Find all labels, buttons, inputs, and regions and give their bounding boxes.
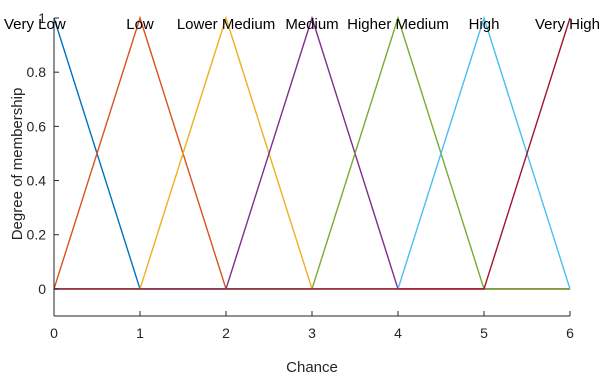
y-tick-label: 0.6 <box>27 118 47 134</box>
membership-label-3: Medium <box>285 16 338 33</box>
y-tick-label: 0.8 <box>27 64 47 80</box>
membership-label-4: Higher Medium <box>347 16 449 33</box>
membership-label-5: High <box>469 16 500 33</box>
x-tick-label: 6 <box>566 325 574 341</box>
ticks-layer: 0 1 2 3 4 5 6 0 0.2 0.4 0.6 0.8 1 <box>27 10 575 341</box>
y-tick-label: 0.2 <box>27 227 47 243</box>
x-tick-label: 2 <box>222 325 230 341</box>
x-tick-label: 3 <box>308 325 316 341</box>
y-axis-title: Degree of membership <box>9 88 26 241</box>
x-axis-title: Chance <box>286 359 338 376</box>
x-tick-label: 5 <box>480 325 488 341</box>
y-tick-label: 0.4 <box>27 173 47 189</box>
axes-layer <box>53 18 570 317</box>
membership-label-1: Low <box>126 16 154 33</box>
series-layer <box>53 15 571 290</box>
y-tick-label: 1 <box>38 10 46 26</box>
membership-label-0: Very Low <box>4 16 66 33</box>
y-tick-label: 0 <box>38 281 46 297</box>
series-line-4 <box>54 15 570 290</box>
series-line-5 <box>54 15 571 290</box>
series-line-6 <box>54 17 571 290</box>
series-line-3 <box>54 15 570 290</box>
series-line-1 <box>53 15 570 290</box>
x-tick-label: 4 <box>394 325 402 341</box>
membership-label-2: Lower Medium <box>177 16 275 33</box>
membership-labels-layer: Very Low Low Lower Medium Medium Higher Medi… <box>4 16 600 33</box>
series-line-2 <box>54 15 570 290</box>
series-line-0 <box>53 17 570 290</box>
x-tick-label: 0 <box>50 325 58 341</box>
x-tick-label: 1 <box>136 325 144 341</box>
membership-label-6: Very High <box>535 16 600 33</box>
